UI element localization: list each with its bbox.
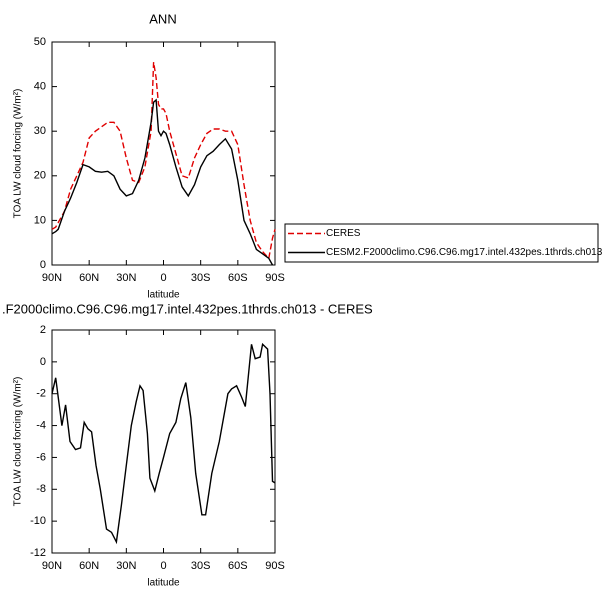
x-tick-label: 60S [228, 560, 248, 572]
x-tick-label: 30N [116, 560, 136, 572]
y-tick-label: 30 [34, 125, 46, 137]
x-axis-label: latitude [147, 290, 180, 301]
y-tick-label: -8 [36, 483, 46, 495]
y-tick-label: 50 [34, 36, 46, 48]
x-tick-label: 30N [116, 272, 136, 284]
y-tick-label: 40 [34, 81, 46, 93]
x-tick-label: 90N [42, 560, 62, 572]
x-tick-label: 90S [265, 272, 285, 284]
y-axis-label: TOA LW cloud forcing (W/m²) [13, 89, 24, 219]
y-tick-label: -4 [36, 419, 46, 431]
chart-title: ANN [149, 11, 176, 26]
x-tick-label: 60S [228, 272, 248, 284]
chart-title: .F2000climo.C96.C96.mg17.intel.432pes.1t… [2, 301, 373, 316]
y-tick-label: 0 [40, 259, 46, 271]
y-tick-label: -10 [30, 515, 46, 527]
data-line [51, 61, 276, 260]
y-tick-label: 20 [34, 170, 46, 182]
legend-label: CESM2.F2000climo.C96.C96.mg17.intel.432p… [326, 247, 603, 258]
x-tick-label: 90N [42, 272, 62, 284]
data-line [51, 98, 274, 266]
x-tick-label: 0 [160, 560, 166, 572]
plot-frame [51, 329, 276, 554]
x-tick-label: 0 [160, 272, 166, 284]
x-axis-label: latitude [147, 578, 180, 589]
y-tick-label: 0 [40, 356, 46, 368]
y-axis-label: TOA LW cloud forcing (W/m²) [13, 377, 24, 507]
x-tick-label: 30S [191, 560, 211, 572]
x-tick-label: 90S [265, 560, 285, 572]
y-tick-label: -12 [30, 547, 46, 559]
y-tick-label: -2 [36, 388, 46, 400]
legend: CERES CESM2.F2000climo.C96.C96.mg17.intel… [284, 223, 603, 263]
legend-label: CERES [326, 228, 361, 239]
data-line [51, 342, 276, 545]
legend-box [284, 223, 599, 263]
x-tick-label: 60N [79, 272, 99, 284]
y-tick-label: 10 [34, 214, 46, 226]
x-tick-label: 30S [191, 272, 211, 284]
y-tick-label: 2 [40, 324, 46, 336]
y-tick-label: -6 [36, 451, 46, 463]
x-tick-label: 60N [79, 560, 99, 572]
